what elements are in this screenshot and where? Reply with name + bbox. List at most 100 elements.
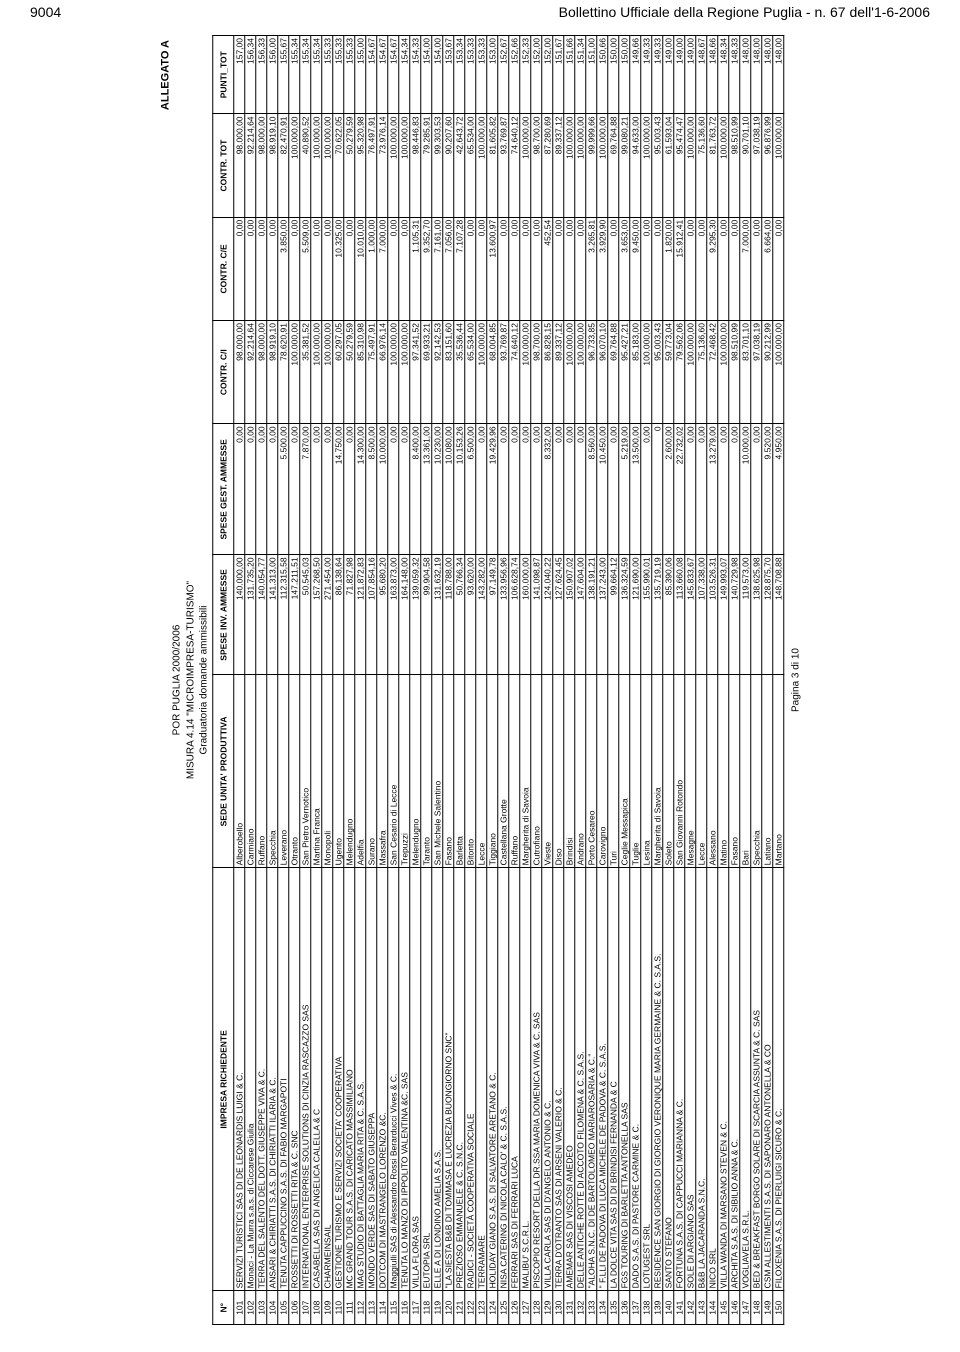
cell-pt: 151,00 [585, 36, 596, 114]
table-row: 128PISCOPIO RESORT DELLA DR.SSA MARIA DO… [530, 36, 541, 1325]
cell-imp: DELLE ANTICHE ROTTE DI ACCOTO FILOMENA &… [574, 868, 585, 1291]
cell-gest: 0,00 [717, 424, 728, 555]
cell-imp: ARCHITA S.A.S. DI SIBILIO ANNA & C. [728, 868, 739, 1291]
cell-imp: GESTIONE TURISMO E SERVIZI SOCIETA' COOP… [332, 868, 343, 1291]
table-row: 127MALIBU' S.C.R.L.Margherita di Savoia1… [519, 36, 530, 1325]
cell-pt: 154,00 [420, 36, 431, 114]
cell-ci: 35.381,52 [299, 321, 310, 424]
cell-pt: 154,33 [409, 36, 420, 114]
cell-ci: 60.297,05 [332, 321, 343, 424]
cell-imp: MAG STUDIO DI BATTAGLIA MARIA RITA & C. … [354, 868, 365, 1291]
cell-pt: 154,00 [431, 36, 442, 114]
cell-pt: 151,66 [563, 36, 574, 114]
cell-imp: HOLIDAY GIANO S.A.S. DI SALVATORE ARETAN… [486, 868, 497, 1291]
cell-sede: Specchia [750, 675, 761, 868]
cell-ci: 100.000,00 [640, 321, 651, 424]
table-row: 116TENUTA LO MANZO DI IPPOLITO VALENTINA… [398, 36, 409, 1325]
cell-gest: 5.219,00 [618, 424, 629, 555]
table-row: 115Maggiulli SAS di Alessandro Rossi Ber… [387, 36, 398, 1325]
cell-sede: Cutrofiano [530, 675, 541, 868]
cell-imp: ANSARI & CHIRIATTI S.A.S. DI CHIRIATTI I… [266, 868, 277, 1291]
cell-ci: 95.003,43 [651, 321, 662, 424]
cell-gest: 10.230,00 [431, 424, 442, 555]
cell-tot: 100.000,00 [398, 114, 409, 217]
cell-gest: 0,00 [233, 424, 244, 555]
cell-pt: 155,33 [321, 36, 332, 114]
cell-tot: 70.622,05 [332, 114, 343, 217]
cell-ce: 7.000,00 [376, 217, 387, 320]
cell-ce: 0,00 [343, 217, 354, 320]
cell-imp: B&B LA JACARANDA S.N.C. [695, 868, 706, 1291]
cell-pt: 156,00 [266, 36, 277, 114]
cell-sede: Bari [739, 675, 750, 868]
cell-imp: TENUTA LO MANZO DI IPPOLITO VALENTINA &C… [398, 868, 409, 1291]
cell-inv: 128.875,70 [761, 555, 772, 675]
table-row: 142SOLE DI ARGIANO SASMesagne145.833,670… [684, 36, 695, 1325]
cell-n: 129 [541, 1291, 552, 1325]
cell-imp: SANTO STEFANO [662, 868, 673, 1291]
cell-gest: 0,00 [684, 424, 695, 555]
cell-imp: CSM ALLESTIMENTI S.A.S. DI SAPONARO ANTO… [761, 868, 772, 1291]
cell-sede: San Cesario di Lecce [387, 675, 398, 868]
table-row: 141FORTUNA S.A.S. DI CAPPUCCI MARIANNA &… [673, 36, 684, 1325]
cell-imp: Monaci - La Murra s.a.s. di Ciccarese Gi… [244, 868, 255, 1291]
cell-inv: 124.040,22 [541, 555, 552, 675]
table-row: 148BED & BREAKFAST BORGO SOLARE DI SCARC… [750, 36, 761, 1325]
cell-ce: 0,00 [233, 217, 244, 320]
cell-tot: 42.643,72 [453, 114, 464, 217]
cell-sede: Porto Cesareo [585, 675, 596, 868]
cell-pt: 151,67 [552, 36, 563, 114]
cell-ce: 0,00 [255, 217, 266, 320]
cell-n: 144 [706, 1291, 717, 1325]
cell-sede: Monopoli [321, 675, 332, 868]
cell-ci: 98.510,99 [728, 321, 739, 424]
cell-ci: 59.773,04 [662, 321, 673, 424]
cell-inv: 127.624,45 [552, 555, 563, 675]
cell-n: 103 [255, 1291, 266, 1325]
cell-inv: 136.324,59 [618, 555, 629, 675]
cell-ci: 69.933,21 [420, 321, 431, 424]
cell-gest: 13.279,00 [706, 424, 717, 555]
cell-n: 110 [332, 1291, 343, 1325]
cell-n: 126 [508, 1291, 519, 1325]
cell-ce: 15.912,41 [673, 217, 684, 320]
cell-sede: Carmiano [244, 675, 255, 868]
cell-n: 130 [552, 1291, 563, 1325]
cell-ci: 79.562,06 [673, 321, 684, 424]
cell-ci: 75.497,91 [365, 321, 376, 424]
cell-sede: Ruffano [508, 675, 519, 868]
cell-ci: 97.038,19 [750, 321, 761, 424]
cell-ce: 0,00 [321, 217, 332, 320]
cell-ce: 6.664,00 [761, 217, 772, 320]
cell-ci: 50.279,59 [343, 321, 354, 424]
cell-ci: 93.769,87 [497, 321, 508, 424]
table-row: 149CSM ALLESTIMENTI S.A.S. DI SAPONARO A… [761, 36, 772, 1325]
cell-gest: 0,00 [519, 424, 530, 555]
table-row: 110GESTIONE TURISMO E SERVIZI SOCIETA' C… [332, 36, 343, 1325]
cell-imp: NICO SRL [706, 868, 717, 1291]
table-row: 118EUTOPIA SRLTaranto99.904,5813.361,006… [420, 36, 431, 1325]
cell-inv: 164.148,00 [398, 555, 409, 675]
table-row: 103TERRA DEL SALENTO DEL DOTT. GIUSEPPE … [255, 36, 266, 1325]
cell-pt: 148,67 [695, 36, 706, 114]
cell-inv: 106.628,74 [508, 555, 519, 675]
cell-tot: 98.510,99 [728, 114, 739, 217]
cell-tot: 81.763,72 [706, 114, 717, 217]
table-row: 129VILLA CARLA SAS DI D'ANGELO ANTONIO &… [541, 36, 552, 1325]
cell-tot: 95.003,43 [651, 114, 662, 217]
cell-inv: 271.454,00 [321, 555, 332, 675]
cell-ce: 7.107,28 [453, 217, 464, 320]
table-row: 106ROSSETTI DI ROSSETTI RITA & C. SNCOtr… [288, 36, 299, 1325]
page: 9004 Bollettino Ufficiale della Regione … [0, 0, 960, 1352]
cell-ci: 35.536,44 [453, 321, 464, 424]
cell-n: 118 [420, 1291, 431, 1325]
cell-pt: 148,00 [772, 36, 783, 114]
cell-gest: 0,00 [552, 424, 563, 555]
cell-sede: Lesina [640, 675, 651, 868]
cell-gest: 0,00 [695, 424, 706, 555]
cell-n: 109 [321, 1291, 332, 1325]
cell-ci: 98.000,00 [255, 321, 266, 424]
cell-imp: NISA CATERING DI NICOLA CALO' & C. S.A.S… [497, 868, 508, 1291]
col-inv: SPESE INV. AMMESSE [212, 555, 233, 675]
cell-tot: 98.700,00 [530, 114, 541, 217]
